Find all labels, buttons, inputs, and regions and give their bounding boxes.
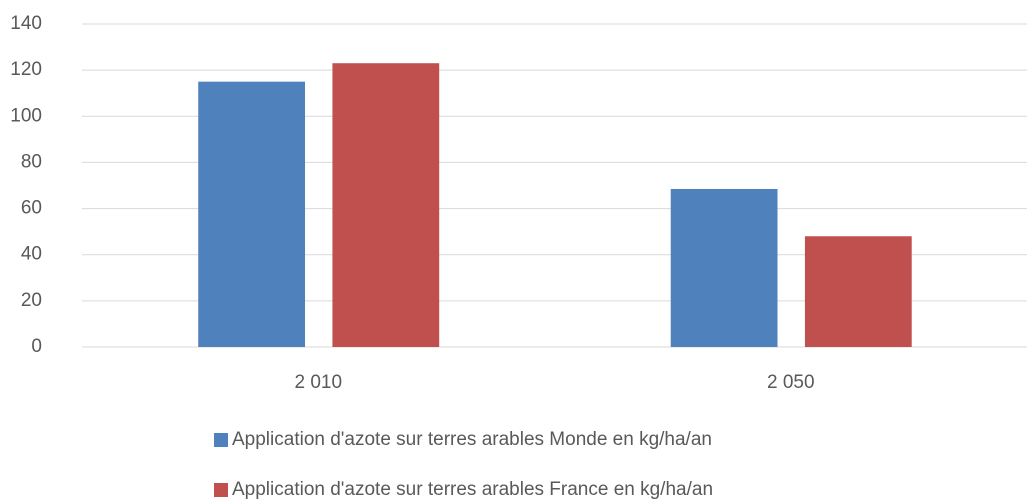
bar <box>804 236 912 347</box>
x-tick-label: 2 010 <box>294 372 342 393</box>
x-tick-label: 2 050 <box>767 372 815 393</box>
bar <box>332 63 440 347</box>
y-tick-label: 140 <box>10 13 42 34</box>
y-tick-label: 40 <box>21 244 42 265</box>
bar <box>670 188 778 347</box>
legend-swatch <box>214 433 228 447</box>
legend-label: Application d'azote sur terres arables F… <box>232 479 713 500</box>
y-tick-label: 120 <box>10 59 42 80</box>
y-tick-label: 100 <box>10 105 42 126</box>
bar <box>198 81 306 347</box>
legend-label: Application d'azote sur terres arables M… <box>232 429 712 450</box>
y-tick-label: 60 <box>21 198 42 219</box>
y-tick-label: 80 <box>21 151 42 172</box>
y-tick-label: 0 <box>31 336 42 357</box>
y-tick-label: 20 <box>21 290 42 311</box>
legend-swatch <box>214 483 228 497</box>
